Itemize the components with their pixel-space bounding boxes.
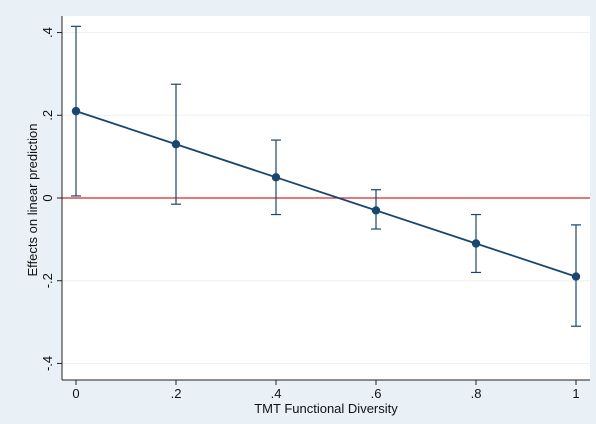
x-tick-label: 1 [572,386,579,401]
series-polyline [75,110,577,278]
x-tick-label: .8 [471,386,482,401]
axes: -.4 -.2 0 .2 .4 0 .2 .4 .6 .8 1 [40,16,590,401]
x-tick-label: .4 [271,386,282,401]
data-point [171,140,181,149]
x-tick-label: .2 [171,386,182,401]
x-tick-label: 0 [72,386,79,401]
data-point [71,106,81,116]
y-tick-label: -.4 [40,356,55,371]
y-tick-label: .2 [40,110,55,121]
y-tick-label: .4 [40,27,55,38]
x-tick-label: .6 [371,386,382,401]
y-tick-label: -.2 [40,273,55,288]
data-point [571,272,581,281]
series-line [75,110,577,278]
data-points [71,106,581,281]
x-axis-title: TMT Functional Diversity [254,401,398,416]
data-point [271,173,281,182]
data-point [471,239,481,248]
data-point [371,206,381,215]
y-axis-title: Effects on linear prediction [25,124,40,277]
y-tick-label: 0 [40,194,55,201]
